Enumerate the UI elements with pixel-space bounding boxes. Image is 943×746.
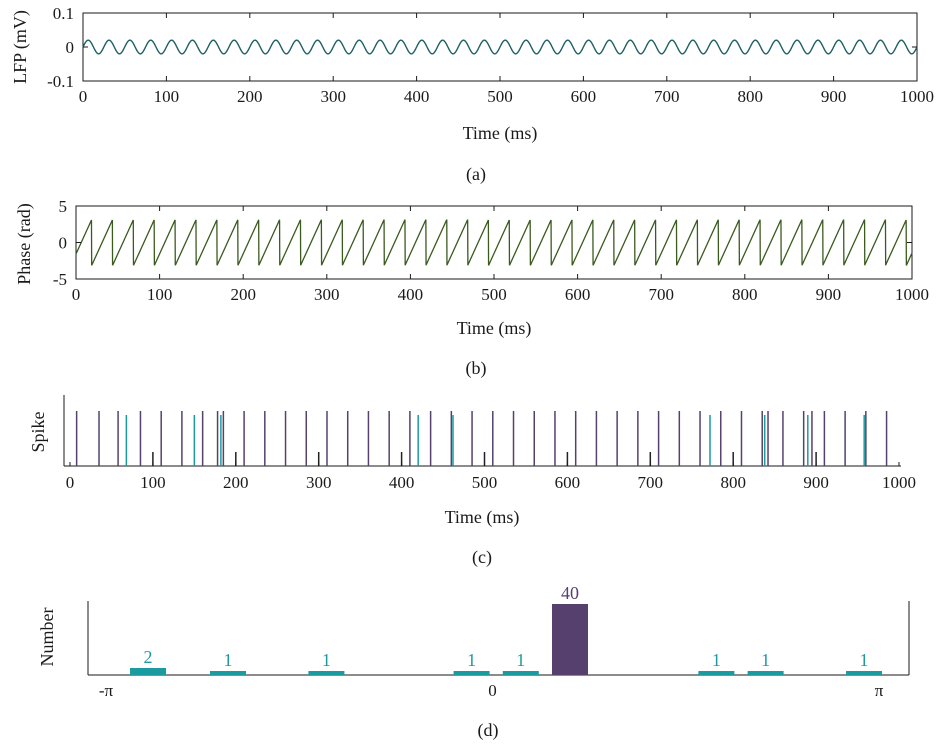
x-tick-label: 400 <box>404 87 430 106</box>
x-tick-label: 600 <box>571 87 597 106</box>
panel-a-xticks: 0 100 200 300 400 500 600 700 800 900 1000 <box>79 13 934 106</box>
panel-b-yticks: 5 0 -5 <box>53 197 912 289</box>
panel-d-xticks: -π 0 π <box>99 681 884 700</box>
panel-a-xlabel: Time (ms) <box>463 123 538 144</box>
bar-value-label: 1 <box>712 650 721 670</box>
histogram-bar <box>209 671 246 675</box>
x-tick-label: 500 <box>481 285 507 304</box>
panel-d-ylabel: Number <box>37 608 57 667</box>
x-tick-label: 0 <box>488 681 497 700</box>
panel-c: 0 100 200 300 400 500 600 700 800 900 1000 Time (m… <box>28 395 916 568</box>
histogram-bar <box>698 671 735 675</box>
panel-c-caption: (c) <box>472 547 492 568</box>
x-tick-label: 700 <box>654 87 680 106</box>
x-tick-label: 1000 <box>900 87 934 106</box>
panel-d: 2 1 1 1 1 40 1 1 1 -π 0 π Number (d) <box>37 583 910 741</box>
x-tick-label: 300 <box>306 473 332 492</box>
x-tick-label: 700 <box>638 473 664 492</box>
panel-a-caption: (a) <box>466 164 486 185</box>
bar-value-label: 1 <box>761 650 770 670</box>
phase-line <box>75 219 913 266</box>
x-tick-label: 100 <box>154 87 180 106</box>
bar-value-label: 1 <box>860 650 869 670</box>
panel-b-xlabel: Time (ms) <box>457 318 532 339</box>
panel-b-ylabel: Phase (rad) <box>14 203 35 284</box>
bar-value-label: 1 <box>322 650 331 670</box>
x-tick-label: 900 <box>816 285 842 304</box>
y-tick-label: 5 <box>59 197 68 216</box>
histogram-bar <box>846 671 883 675</box>
panel-a-yticks: 0.1 0 -0.1 <box>47 4 917 91</box>
x-tick-label: 200 <box>223 473 249 492</box>
histogram-bar <box>453 671 490 675</box>
panel-a-ylabel: LFP (mV) <box>10 10 31 84</box>
lfp-line <box>82 39 918 55</box>
panel-b-xticks: 0 100 200 300 400 500 600 700 800 900 1000 <box>72 206 929 304</box>
x-tick-label: 800 <box>737 87 763 106</box>
x-tick-label: 300 <box>314 285 340 304</box>
panel-d-caption: (d) <box>478 720 499 741</box>
y-tick-label: -5 <box>53 270 67 289</box>
panel-b-frame <box>75 205 913 280</box>
x-tick-label: 1000 <box>895 285 929 304</box>
panel-a-plot <box>82 39 918 55</box>
x-tick-label: 500 <box>487 87 513 106</box>
bar-value-label: 1 <box>223 650 232 670</box>
histogram-bar <box>308 671 345 675</box>
panel-b-plot <box>75 219 913 266</box>
x-tick-label: 600 <box>565 285 591 304</box>
bar-value-label: 2 <box>144 647 153 667</box>
bar-value-label: 1 <box>467 650 476 670</box>
bar-value-label: 40 <box>561 583 579 603</box>
x-tick-label: -π <box>99 681 114 700</box>
panel-c-xticks: 0 100 200 300 400 500 600 700 800 900 1000 <box>66 462 916 492</box>
histogram-bar <box>747 671 784 675</box>
panel-c-plot <box>75 411 888 466</box>
x-tick-label: 900 <box>821 87 847 106</box>
panel-d-plot: 2 1 1 1 1 40 1 1 1 <box>130 583 883 675</box>
x-tick-label: 0 <box>79 87 88 106</box>
histogram-bar <box>502 671 539 675</box>
x-tick-label: 200 <box>237 87 263 106</box>
panel-b-caption: (b) <box>466 358 487 379</box>
x-tick-label: 400 <box>389 473 415 492</box>
x-tick-label: 1000 <box>882 473 916 492</box>
x-tick-label: 100 <box>147 285 173 304</box>
y-tick-label: -0.1 <box>47 72 74 91</box>
x-tick-label: 400 <box>398 285 424 304</box>
x-tick-label: 500 <box>472 473 498 492</box>
x-tick-label: 600 <box>555 473 581 492</box>
x-tick-label: 800 <box>720 473 746 492</box>
x-tick-label: 800 <box>732 285 758 304</box>
x-tick-label: 100 <box>140 473 166 492</box>
x-tick-label: 900 <box>803 473 829 492</box>
panel-c-ylabel: Spike <box>28 411 48 452</box>
x-tick-label: 0 <box>72 285 81 304</box>
panel-c-xlabel: Time (ms) <box>445 507 520 528</box>
histogram-bar <box>130 668 167 675</box>
x-tick-label: 300 <box>320 87 346 106</box>
y-tick-label: 0.1 <box>53 4 74 23</box>
histogram-bar <box>552 604 589 675</box>
x-tick-label: 200 <box>230 285 256 304</box>
panel-b: 0 100 200 300 400 500 600 700 800 900 1000 5 0 -5 Ti… <box>14 197 929 379</box>
panel-a: 0 100 200 300 400 500 600 700 800 900 1000 0.1 0 -0.… <box>10 4 934 185</box>
x-tick-label: π <box>875 681 884 700</box>
y-tick-label: 0 <box>59 234 68 253</box>
x-tick-label: 700 <box>648 285 674 304</box>
x-tick-label: 0 <box>66 473 75 492</box>
y-tick-label: 0 <box>66 38 75 57</box>
bar-value-label: 1 <box>516 650 525 670</box>
